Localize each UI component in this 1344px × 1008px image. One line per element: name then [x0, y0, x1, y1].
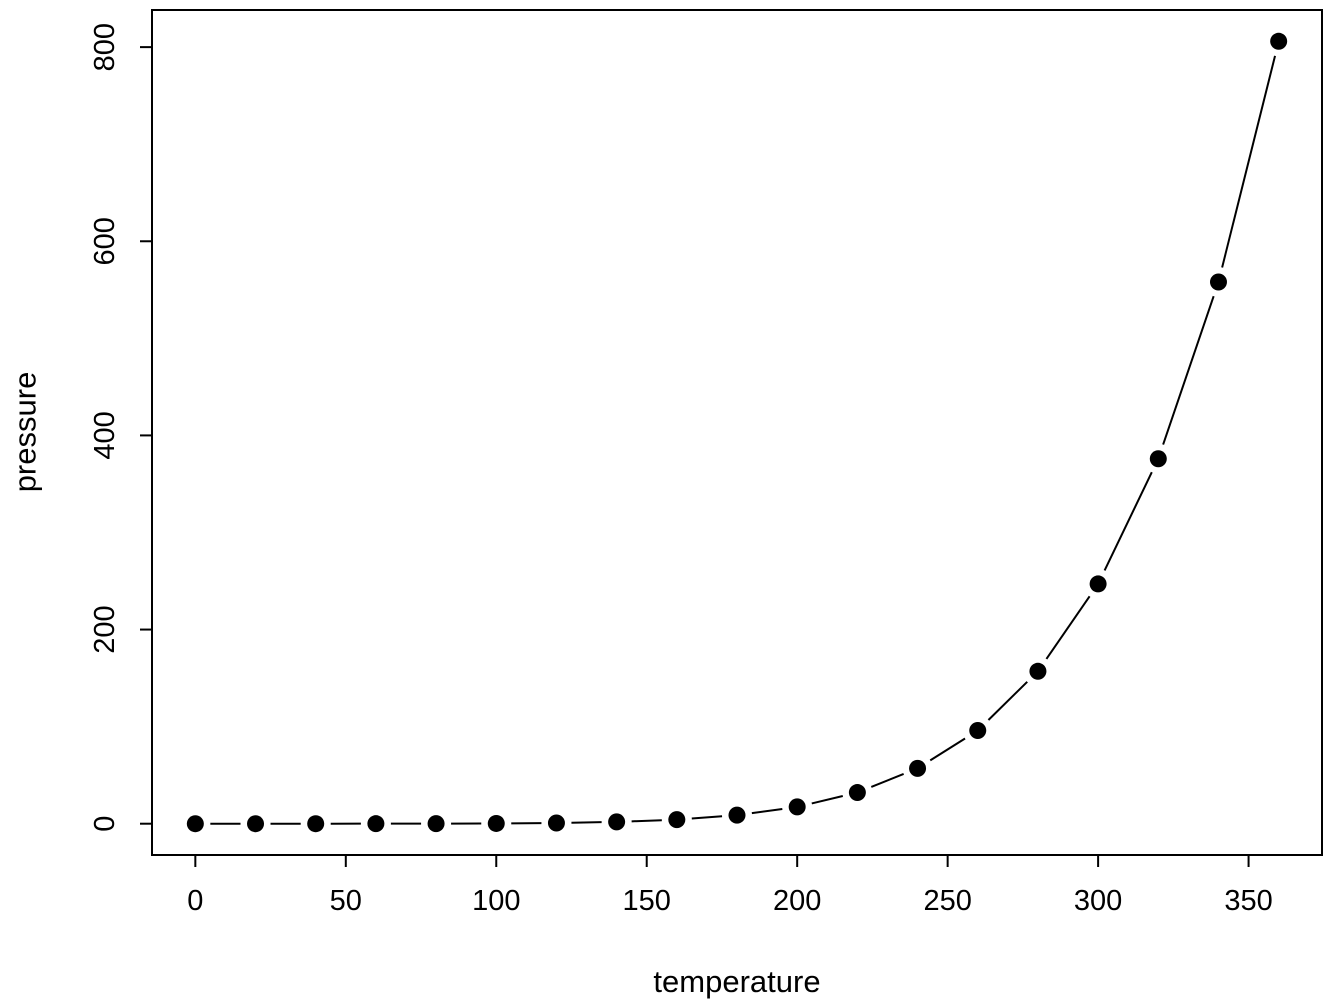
y-tick-label: 200	[89, 605, 121, 653]
data-point	[1209, 273, 1227, 291]
series-line-segment	[987, 681, 1028, 721]
x-tick-label: 350	[1224, 885, 1272, 917]
data-point	[547, 814, 565, 832]
series-line-segment	[1045, 595, 1091, 660]
y-axis-title: pressure	[7, 371, 43, 493]
series-line-segment	[691, 815, 723, 820]
data-point	[186, 815, 204, 833]
plot-box	[151, 9, 1323, 856]
x-tick-label: 250	[923, 885, 971, 917]
series-line-segment	[811, 795, 844, 805]
data-point	[1270, 32, 1288, 50]
data-point	[608, 813, 626, 831]
data-point	[1149, 450, 1167, 468]
data-point	[307, 815, 325, 833]
series-line-segment	[631, 819, 662, 823]
data-point	[427, 815, 445, 833]
data-point	[728, 806, 746, 824]
y-tick-label: 400	[89, 411, 121, 459]
x-tick-label: 100	[472, 885, 520, 917]
x-axis-title: temperature	[653, 964, 821, 999]
x-tick-label: 150	[623, 885, 671, 917]
series-line-segment	[571, 821, 602, 824]
x-tick-label: 200	[773, 885, 821, 917]
data-point	[788, 798, 806, 816]
series-line-segment	[1162, 295, 1215, 445]
data-point	[487, 814, 505, 832]
x-tick-label: 300	[1074, 885, 1122, 917]
data-point	[848, 784, 866, 802]
y-tick-label: 600	[89, 217, 121, 265]
data-point	[668, 811, 686, 829]
series-line-segment	[1221, 55, 1276, 268]
data-point	[367, 815, 385, 833]
x-tick-label: 0	[187, 885, 203, 917]
series-line-segment	[929, 737, 966, 762]
series-line-segment	[870, 773, 905, 788]
y-tick-label: 0	[89, 816, 121, 832]
data-point	[247, 815, 265, 833]
series-line-segment	[751, 807, 783, 815]
data-point	[1089, 575, 1107, 593]
data-point	[909, 759, 927, 777]
y-tick-label: 800	[89, 23, 121, 71]
series-line-segment	[1103, 471, 1153, 571]
x-tick-label: 50	[330, 885, 362, 917]
data-point	[1029, 662, 1047, 680]
data-point	[969, 722, 987, 740]
